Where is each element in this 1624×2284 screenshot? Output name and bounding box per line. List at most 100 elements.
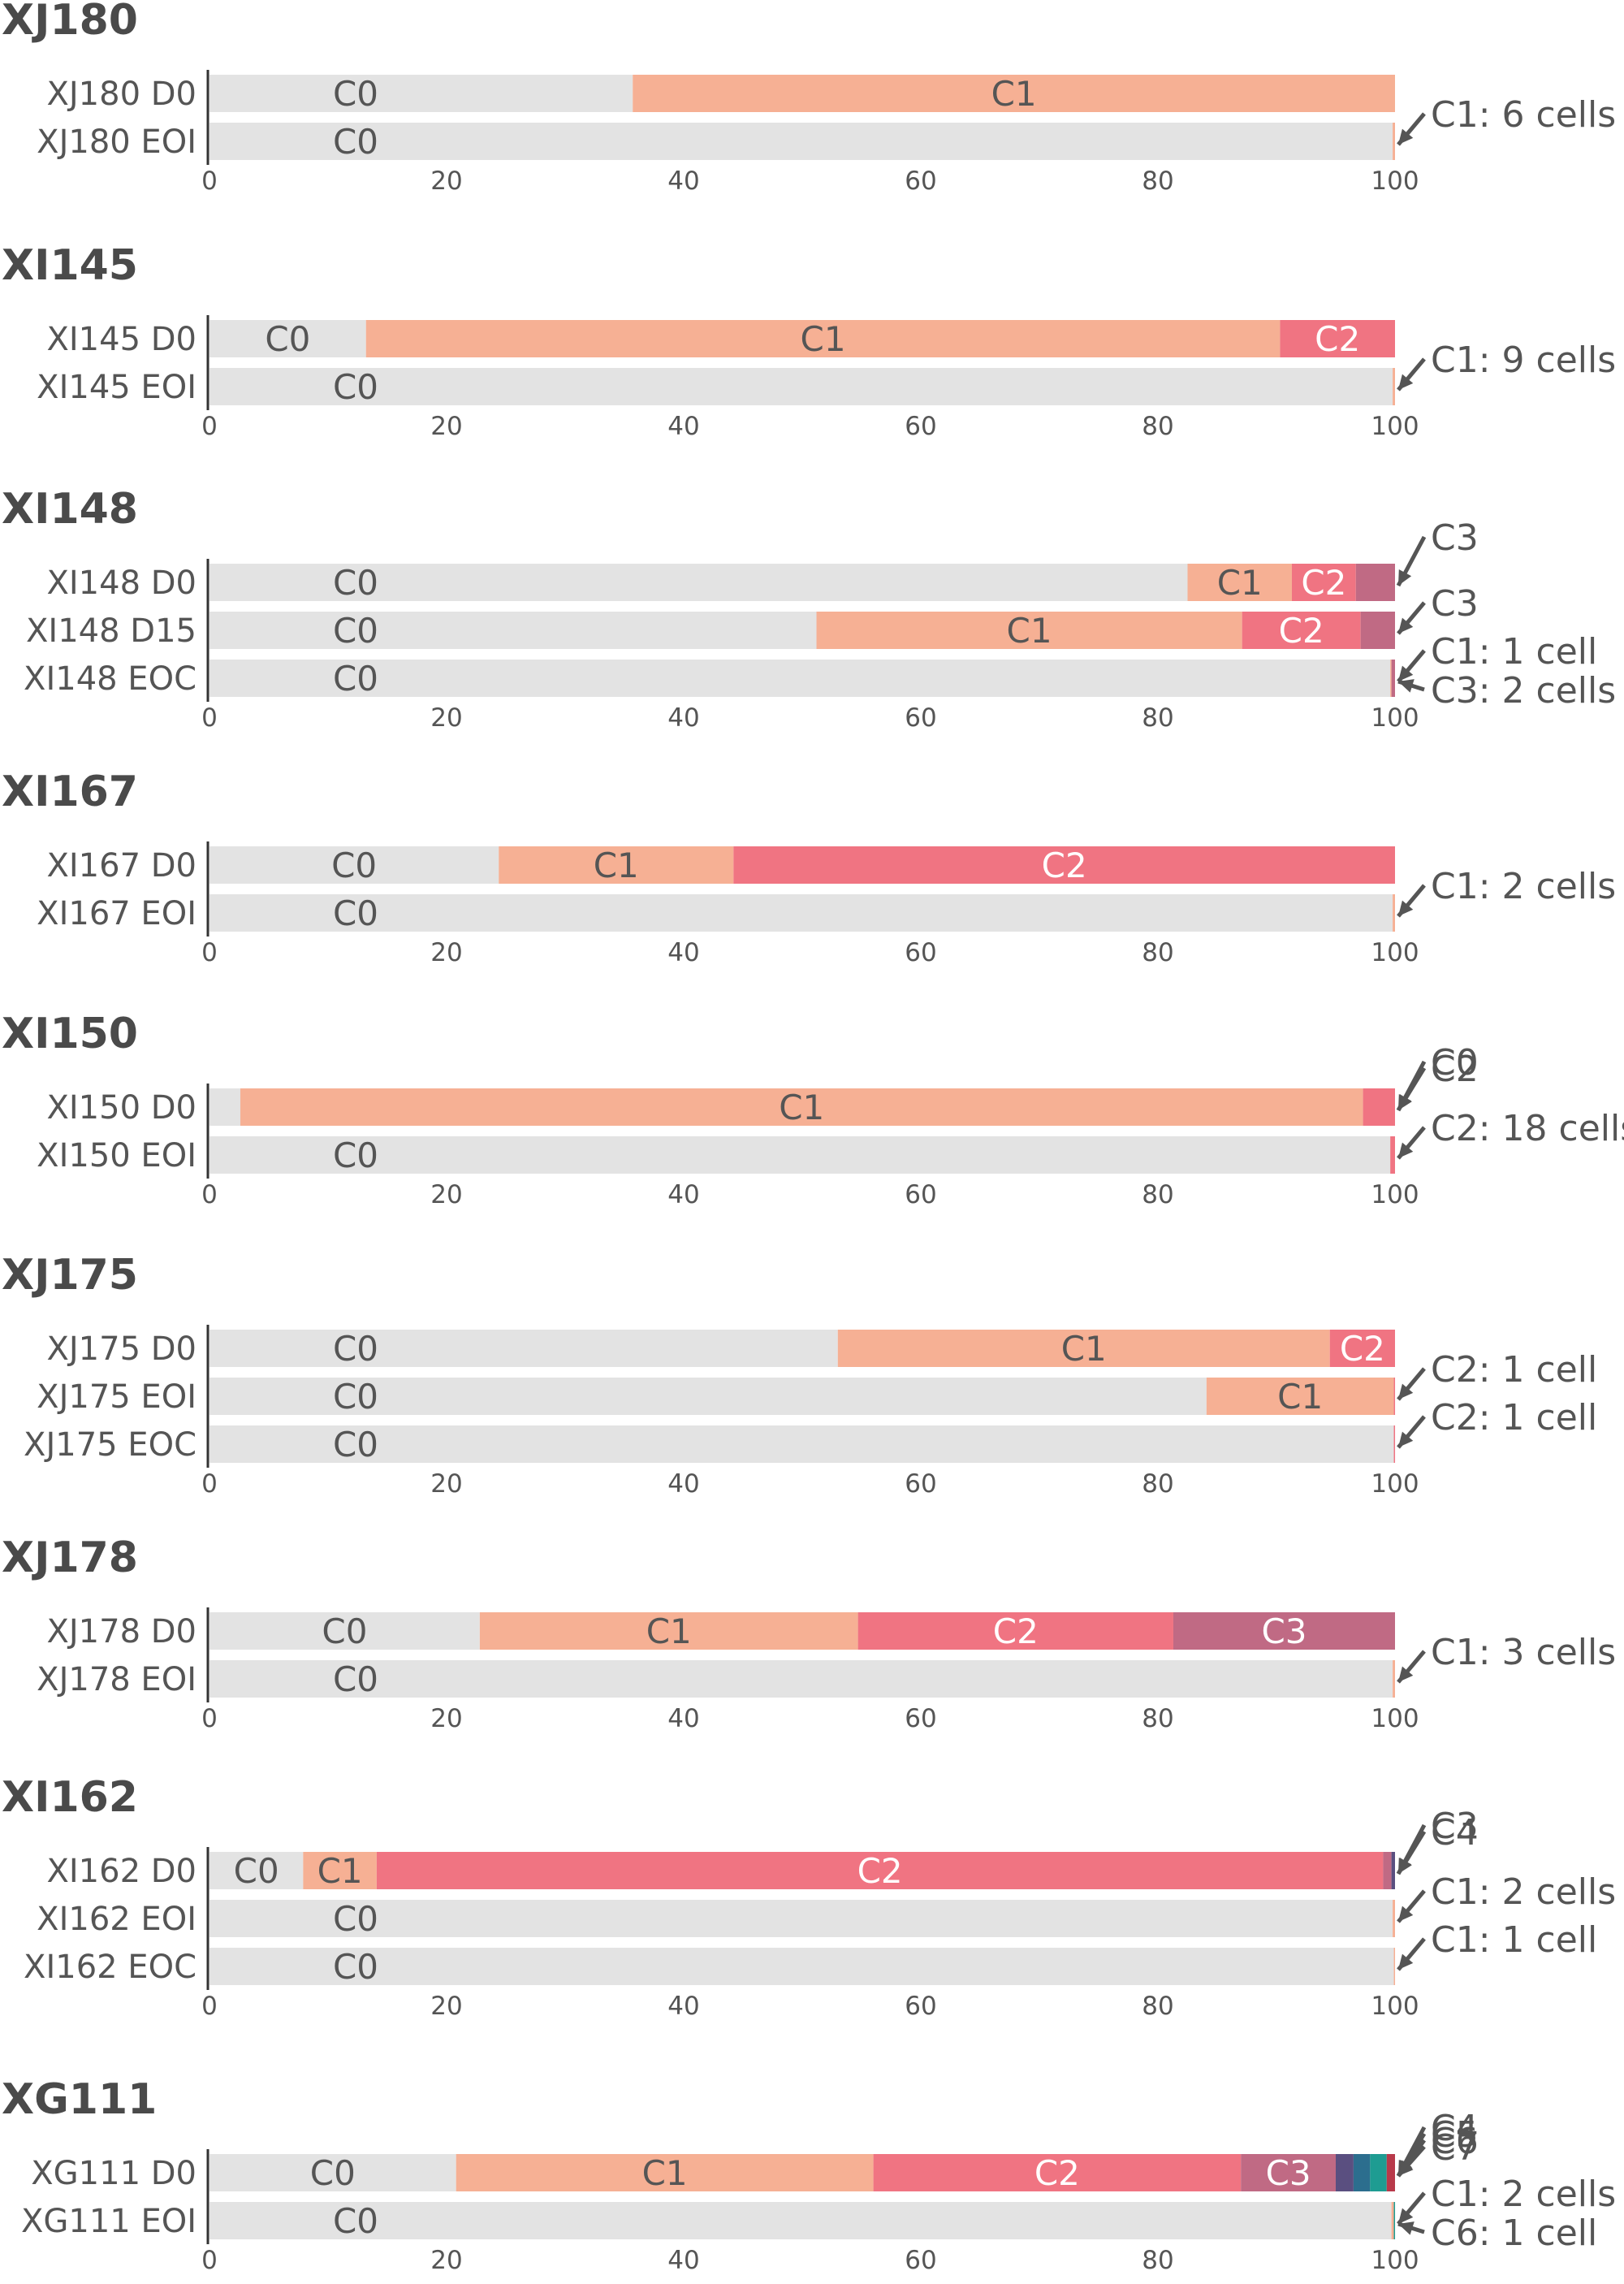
seg-label-xi145-d0-c1: C1	[801, 319, 846, 359]
bar-xi145-eoi-c0	[209, 368, 1393, 405]
bar-xg111-d0-c1	[456, 2154, 874, 2191]
bar-xi148-d15-c3	[1360, 612, 1395, 649]
tick-xi145-80: 80	[1142, 412, 1173, 441]
bar-xg111-d0-c0	[209, 2154, 456, 2191]
seg-label-xi148-d0-c0: C0	[333, 563, 378, 603]
seg-label-xj180-d0-c1: C1	[991, 74, 1037, 114]
row-label-xj175-d0: XJ175 D0	[46, 1330, 197, 1368]
row-label-xi145-d0: XI145 D0	[46, 321, 197, 358]
row-label-xj178-eoi: XJ178 EOI	[37, 1661, 197, 1698]
seg-label-xi148-d15-c2: C2	[1279, 611, 1324, 651]
annotation-xi148-3: C3: 2 cells	[1431, 670, 1616, 712]
row-label-xi162-eoc: XI162 EOC	[24, 1949, 197, 1986]
tick-xj178-100: 100	[1371, 1704, 1419, 1733]
bar-xi167-eoi-c0	[209, 894, 1393, 932]
tick-xi145-20: 20	[430, 412, 462, 441]
seg-label-xi148-d15-c1: C1	[1007, 611, 1052, 651]
tick-xg111-100: 100	[1371, 2246, 1419, 2275]
row-label-xi167-eoi: XI167 EOI	[37, 895, 197, 932]
seg-label-xj180-d0-c0: C0	[333, 74, 378, 114]
tick-xi162-60: 60	[905, 1992, 936, 2021]
bar-xg111-d0-c5	[1353, 2154, 1371, 2191]
bar-xg111-eoi-c1	[1391, 2202, 1394, 2239]
bar-xi162-d0-c0	[209, 1852, 304, 1889]
seg-label-xg111-eoi-c0: C0	[333, 2201, 378, 2241]
seg-label-xj175-d0-c0: C0	[333, 1329, 378, 1369]
seg-label-xj175-eoi-c1: C1	[1277, 1377, 1323, 1417]
bar-xj175-d0-c2	[1329, 1330, 1395, 1367]
panel-title-xj178: XJ178	[2, 1533, 138, 1582]
annotation-xj175-1: C2: 1 cell	[1431, 1397, 1597, 1438]
tick-xg111-80: 80	[1142, 2246, 1173, 2275]
tick-xi148-40: 40	[667, 703, 699, 733]
bar-xj175-eoc-c2	[1393, 1425, 1396, 1463]
row-label-xi150-eoi: XI150 EOI	[37, 1137, 197, 1174]
tick-xj178-80: 80	[1142, 1704, 1173, 1733]
tick-xg111-20: 20	[430, 2246, 462, 2275]
tick-xi162-40: 40	[667, 1992, 699, 2021]
tick-xj175-20: 20	[430, 1469, 462, 1499]
bar-xi148-eoc-c0	[209, 660, 1391, 697]
seg-label-xi148-d0-c1: C1	[1217, 563, 1263, 603]
seg-label-xj178-d0-c3: C3	[1261, 1611, 1307, 1651]
bar-xi145-d0-c2	[1280, 320, 1395, 357]
bar-xj180-d0-c0	[209, 75, 633, 112]
arrow-xi167-0-head	[1398, 900, 1414, 916]
seg-label-xi167-eoi-c0: C0	[333, 893, 378, 933]
annotation-xi162-1: C4	[1431, 1812, 1479, 1854]
bar-xi150-d0-c1	[240, 1088, 1363, 1126]
tick-xj175-0: 0	[201, 1469, 218, 1499]
panel-title-xi148: XI148	[2, 485, 138, 534]
row-label-xg111-eoi: XG111 EOI	[21, 2203, 197, 2240]
tick-xi167-40: 40	[667, 938, 699, 967]
panel-title-xi145: XI145	[2, 241, 138, 290]
bar-xi150-d0-c0	[209, 1088, 240, 1126]
tick-xi150-80: 80	[1142, 1180, 1173, 1209]
tick-xi145-0: 0	[201, 412, 218, 441]
tick-xj175-100: 100	[1371, 1469, 1419, 1499]
annotation-xj175-0: C2: 1 cell	[1431, 1349, 1597, 1391]
seg-label-xi148-d15-c0: C0	[333, 611, 378, 651]
bar-xj180-eoi-c0	[209, 123, 1393, 160]
arrow-xi162-1-head	[1398, 1858, 1412, 1874]
seg-label-xg111-d0-c1: C1	[642, 2153, 688, 2193]
tick-xi145-60: 60	[905, 412, 936, 441]
annotation-xi145-0: C1: 9 cells	[1431, 340, 1616, 381]
tick-xi148-0: 0	[201, 703, 218, 733]
row-label-xi167-d0: XI167 D0	[46, 847, 197, 885]
annotation-xg111-1: C5	[1431, 2114, 1479, 2156]
annotation-xi162-3: C1: 1 cell	[1431, 1919, 1597, 1961]
seg-label-xi162-eoc-c0: C0	[333, 1947, 378, 1987]
tick-xj175-80: 80	[1142, 1469, 1173, 1499]
bar-xi148-d15-c0	[209, 612, 817, 649]
seg-label-xj180-eoi-c0: C0	[333, 122, 378, 162]
bar-xj180-eoi-c1	[1393, 123, 1395, 160]
row-label-xj175-eoc: XJ175 EOC	[24, 1426, 197, 1464]
bar-xi162-eoc-c0	[209, 1948, 1394, 1985]
bar-xg111-eoi-c6	[1393, 2202, 1396, 2239]
tick-xi148-60: 60	[905, 703, 936, 733]
tick-xi150-20: 20	[430, 1180, 462, 1209]
panel-title-xi162: XI162	[2, 1773, 138, 1822]
row-label-xj180-d0: XJ180 D0	[46, 76, 197, 113]
tick-xj178-60: 60	[905, 1704, 936, 1733]
bar-xi145-d0-c0	[209, 320, 366, 357]
annotation-xg111-0: C4	[1431, 2108, 1479, 2149]
tick-xi167-60: 60	[905, 938, 936, 967]
tick-xi162-100: 100	[1371, 1992, 1419, 2021]
tick-xi148-100: 100	[1371, 703, 1419, 733]
row-label-xi162-d0: XI162 D0	[46, 1853, 197, 1890]
bar-xi162-eoi-c0	[209, 1900, 1393, 1937]
panel-title-xj175: XJ175	[2, 1251, 138, 1300]
bar-xi148-d0-c2	[1291, 564, 1356, 601]
annotation-xg111-2: C6	[1431, 2121, 1479, 2162]
seg-label-xi148-d0-c2: C2	[1301, 563, 1346, 603]
annotation-xi150-2: C2: 18 cells	[1431, 1108, 1624, 1149]
seg-label-xi162-eoi-c0: C0	[333, 1899, 378, 1939]
row-label-xi162-eoi: XI162 EOI	[37, 1901, 197, 1938]
seg-label-xj175-d0-c1: C1	[1061, 1329, 1107, 1369]
seg-label-xi162-d0-c1: C1	[317, 1851, 363, 1891]
annotation-xj180-0: C1: 6 cells	[1431, 94, 1616, 136]
bar-xi148-eoc-c3	[1391, 660, 1395, 697]
row-label-xj175-eoi: XJ175 EOI	[37, 1378, 197, 1416]
